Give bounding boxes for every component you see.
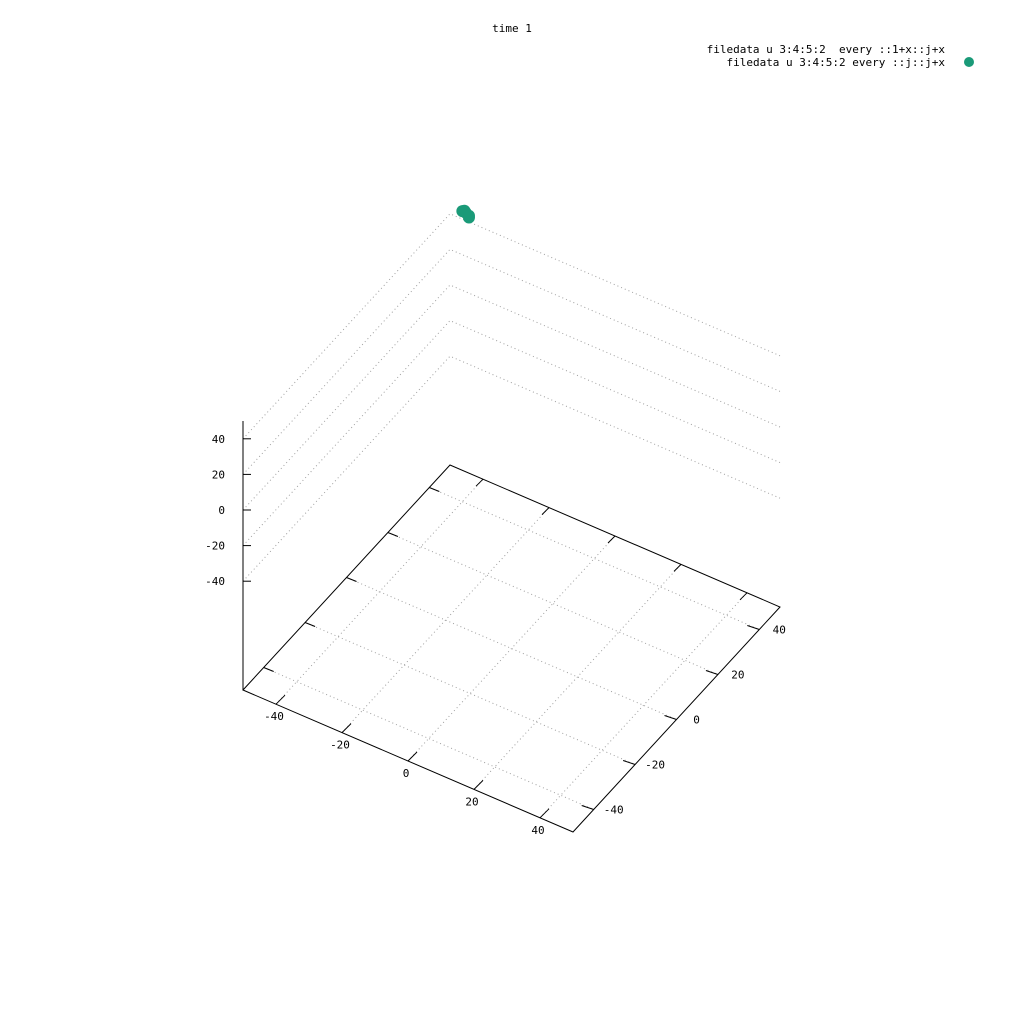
z-tick-label-4: 40 bbox=[212, 433, 225, 446]
z-gridline-3 bbox=[243, 249, 780, 474]
legend: filedata u 3:4:5:2 every ::1+x::j+x file… bbox=[707, 43, 974, 69]
z-gridline-2 bbox=[243, 285, 780, 510]
x-back-tick-0 bbox=[476, 479, 483, 486]
x-tick-mark-3 bbox=[474, 780, 483, 789]
tick-labels: -40 -20 0 20 40 -40 -20 0 20 40 -40 -20 0 20 40 bbox=[205, 433, 786, 837]
y-tick-mark-4 bbox=[747, 626, 759, 630]
z-tick-label-2: 0 bbox=[218, 504, 225, 517]
y-tick-label-1: -20 bbox=[645, 759, 665, 772]
z-gridline-1 bbox=[243, 321, 780, 546]
x-tick-label-1: -20 bbox=[330, 739, 350, 752]
x-tick-mark-0 bbox=[276, 695, 285, 704]
y-gridline-0 bbox=[264, 668, 594, 810]
x-tick-mark-4 bbox=[540, 809, 549, 818]
y-tick-mark-0 bbox=[582, 806, 594, 810]
y-tick-mark-1 bbox=[623, 761, 635, 765]
y-left-tick-4 bbox=[429, 488, 439, 492]
legend-entry-2-marker bbox=[964, 57, 974, 67]
y-tick-mark-2 bbox=[665, 716, 677, 720]
y-gridline-1 bbox=[305, 623, 635, 765]
x-back-tick-1 bbox=[542, 508, 549, 515]
y-left-tick-3 bbox=[388, 533, 398, 537]
legend-entry-1-label: filedata u 3:4:5:2 every ::1+x::j+x bbox=[707, 43, 946, 56]
z-tick-label-3: 20 bbox=[212, 468, 225, 481]
x-gridline-2 bbox=[408, 536, 615, 761]
y-tick-mark-3 bbox=[706, 671, 718, 675]
z-gridline-0 bbox=[243, 356, 780, 581]
x-back-tick-3 bbox=[674, 564, 681, 571]
z-tick-label-0: -40 bbox=[205, 575, 225, 588]
axes-layer bbox=[243, 421, 780, 832]
x-tick-label-2: 0 bbox=[403, 767, 410, 780]
x-tick-label-0: -40 bbox=[264, 710, 284, 723]
x-gridline-4 bbox=[540, 593, 747, 818]
y-tick-label-3: 20 bbox=[731, 669, 744, 682]
x-gridline-1 bbox=[342, 508, 549, 733]
x-back-tick-2 bbox=[608, 536, 615, 543]
z-tick-label-1: -20 bbox=[205, 540, 225, 553]
grid-layer bbox=[243, 214, 780, 818]
y-left-tick-0 bbox=[264, 668, 274, 672]
x-tick-label-3: 20 bbox=[465, 795, 478, 808]
y-tick-label-0: -40 bbox=[604, 804, 624, 817]
y-gridline-4 bbox=[429, 488, 759, 630]
y-left-tick-2 bbox=[347, 578, 357, 582]
chart-title: time 1 bbox=[492, 22, 532, 35]
y-tick-label-2: 0 bbox=[693, 714, 700, 727]
x-tick-mark-1 bbox=[342, 724, 351, 733]
y-tick-label-4: 40 bbox=[773, 624, 786, 637]
x-gridline-0 bbox=[276, 479, 483, 704]
x-gridline-3 bbox=[474, 564, 681, 789]
z-gridline-4 bbox=[243, 214, 780, 439]
legend-entry-2-label: filedata u 3:4:5:2 every ::j::j+x bbox=[726, 56, 945, 69]
x-back-tick-4 bbox=[740, 593, 747, 600]
y-gridline-3 bbox=[388, 533, 718, 675]
data-points bbox=[456, 205, 475, 224]
data-point-1-4 bbox=[463, 212, 475, 224]
x-tick-mark-2 bbox=[408, 752, 417, 761]
y-left-tick-1 bbox=[305, 623, 315, 627]
x-tick-label-4: 40 bbox=[531, 824, 544, 837]
